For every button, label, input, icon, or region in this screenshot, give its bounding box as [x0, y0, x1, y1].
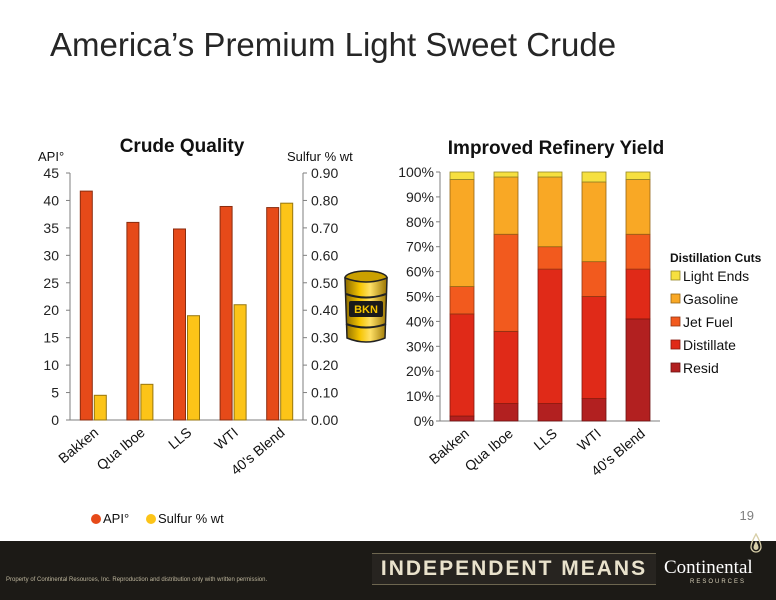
footer-brand-logo: Continental	[664, 557, 753, 578]
bar-segment-gasoline	[537, 176, 563, 248]
right-axis-label: Sulfur % wt	[287, 149, 353, 164]
bar-segment-distillate	[449, 313, 475, 417]
y-tick-label: 80%	[406, 214, 434, 230]
legend-swatch	[670, 339, 681, 350]
chart-title: Improved Refinery Yield	[448, 138, 664, 159]
bar-segment-light-ends	[581, 171, 607, 183]
right-tick-label: 0.80	[311, 192, 338, 208]
left-tick-label: 20	[43, 302, 59, 318]
barrel-label: BKN	[354, 304, 378, 316]
bar-segment-jet-fuel	[581, 261, 607, 297]
legend-title: Distillation Cuts	[670, 251, 762, 265]
bar-segment-light-ends	[449, 171, 475, 180]
bar-segment-distillate	[625, 268, 651, 320]
y-tick-label: 10%	[406, 388, 434, 404]
bar-api	[266, 207, 280, 421]
bar-sulfur	[140, 383, 154, 421]
left-tick-label: 35	[43, 220, 59, 236]
bar-api	[126, 221, 140, 421]
legend-marker	[91, 514, 101, 524]
left-tick-label: 40	[43, 192, 59, 208]
legend-label: Gasoline	[683, 291, 738, 307]
bar-segment-resid	[449, 415, 475, 422]
legend-swatch	[670, 362, 681, 373]
bar-segment-gasoline	[581, 181, 607, 263]
footer-copyright: Property of Continental Resources, Inc. …	[6, 577, 268, 583]
legend-label: Jet Fuel	[683, 314, 733, 330]
left-tick-label: 5	[51, 385, 59, 401]
y-tick-label: 20%	[406, 363, 434, 379]
refinery-yield-chart: Improved Refinery Yield 0% 10% 20% 30% 40% 50%…	[398, 138, 762, 479]
bar-segment-light-ends	[493, 171, 519, 178]
legend-swatch	[670, 293, 681, 304]
x-tick-label: Qua Iboe	[462, 425, 517, 474]
bar-segment-resid	[493, 403, 519, 422]
y-tick-label: 30%	[406, 338, 434, 354]
left-tick-label: 25	[43, 275, 59, 291]
legend-label: Sulfur % wt	[158, 511, 224, 526]
y-tick-label: 0%	[414, 413, 434, 429]
y-tick-label: 100%	[398, 164, 434, 180]
bar-sulfur	[233, 304, 247, 421]
right-tick-label: 0.10	[311, 385, 338, 401]
right-tick-label: 0.20	[311, 357, 338, 373]
right-tick-label: 0.00	[311, 412, 338, 428]
bar-segment-light-ends	[537, 171, 563, 178]
right-tick-label: 0.50	[311, 275, 338, 291]
page-number: 19	[739, 508, 754, 523]
right-tick-label: 0.30	[311, 330, 338, 346]
y-tick-label: 50%	[406, 289, 434, 305]
bar-segment-jet-fuel	[493, 233, 519, 332]
left-tick-label: 15	[43, 330, 59, 346]
y-tick-label: 60%	[406, 264, 434, 280]
bar-segment-gasoline	[625, 179, 651, 235]
left-tick-label: 10	[43, 357, 59, 373]
bar-segment-light-ends	[625, 171, 651, 180]
bar-segment-gasoline	[493, 176, 519, 235]
bar-segment-jet-fuel	[537, 246, 563, 270]
right-tick-label: 0.60	[311, 247, 338, 263]
bar-segment-jet-fuel	[625, 233, 651, 270]
bar-api	[219, 205, 233, 421]
oil-drop-icon	[750, 533, 762, 553]
right-tick-label: 0.40	[311, 302, 338, 318]
bar-segment-distillate	[537, 268, 563, 404]
right-tick-label: 0.90	[311, 165, 338, 181]
left-tick-label: 30	[43, 247, 59, 263]
x-tick-label: WTI	[574, 425, 604, 454]
y-tick-label: 70%	[406, 239, 434, 255]
legend-label: Light Ends	[683, 268, 749, 284]
bar-segment-distillate	[581, 296, 607, 399]
left-axis-label: API°	[38, 149, 64, 164]
bar-segment-resid	[581, 398, 607, 422]
legend-swatch	[670, 270, 681, 281]
legend-label: Distillate	[683, 337, 736, 353]
bar-sulfur	[187, 315, 200, 421]
footer-brand-subtitle: RESOURCES	[690, 579, 747, 585]
y-tick-label: 90%	[406, 189, 434, 205]
bar-segment-distillate	[493, 330, 519, 404]
oil-barrel-icon: BKN	[344, 270, 388, 343]
bar-segment-gasoline	[449, 179, 475, 287]
footer-slogan: INDEPENDENT MEANS	[372, 553, 656, 585]
bar-sulfur	[93, 394, 107, 421]
right-tick-label: 0.70	[311, 220, 338, 236]
crude-quality-chart: Crude Quality API° Sulfur % wt 0 5 10 15 20 25 30…	[38, 136, 353, 526]
y-tick-label: 40%	[406, 313, 434, 329]
legend-label: Resid	[683, 360, 719, 376]
left-tick-label: 45	[43, 165, 59, 181]
bar-segment-jet-fuel	[449, 286, 475, 315]
legend-swatch	[670, 316, 681, 327]
bar-api	[173, 228, 186, 421]
legend-marker	[146, 514, 156, 524]
slide-title: America’s Premium Light Sweet Crude	[50, 26, 617, 63]
bar-api	[79, 190, 93, 421]
bar-sulfur	[280, 202, 294, 421]
legend-label: API°	[103, 511, 129, 526]
chart-title: Crude Quality	[120, 136, 245, 157]
bar-segment-resid	[537, 403, 563, 422]
x-tick-label: LLS	[531, 425, 560, 453]
bar-segment-resid	[625, 318, 651, 422]
left-tick-label: 0	[51, 412, 59, 428]
